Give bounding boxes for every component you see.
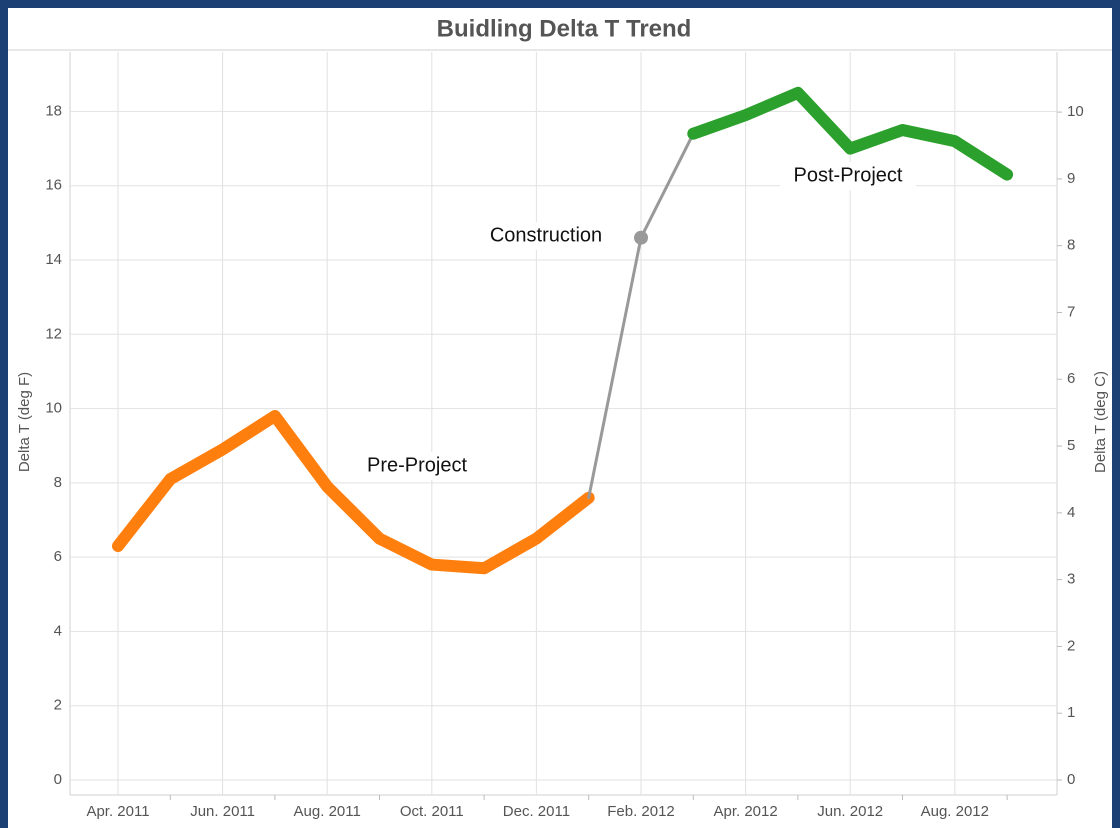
y2-tick-label: 6 (1067, 370, 1075, 387)
y-tick-label: 6 (54, 548, 62, 565)
x-tick-label: Jun. 2011 (190, 803, 255, 820)
x-tick-label: Apr. 2012 (713, 803, 777, 820)
x-tick-label: Feb. 2012 (607, 803, 675, 820)
y-axis-label: Delta T (deg F) (16, 372, 33, 472)
y-tick-label: 2 (54, 697, 62, 714)
series-annotation: Construction (490, 224, 602, 246)
y2-tick-label: 4 (1067, 504, 1075, 521)
series-annotation: Pre-Project (367, 454, 467, 476)
label-bg (478, 222, 614, 250)
y2-tick-label: 5 (1067, 437, 1075, 454)
y2-tick-label: 2 (1067, 637, 1075, 654)
y-tick-label: 12 (45, 325, 62, 342)
y-tick-label: 16 (45, 177, 62, 194)
y2-tick-label: 7 (1067, 303, 1075, 320)
x-tick-label: Aug. 2011 (294, 803, 361, 820)
x-tick-label: Aug. 2012 (921, 803, 989, 820)
y-tick-label: 8 (54, 474, 62, 491)
y-tick-label: 18 (45, 102, 62, 119)
x-tick-label: Jun. 2012 (817, 803, 883, 820)
x-tick-label: Dec. 2011 (503, 803, 570, 820)
y2-tick-label: 0 (1067, 771, 1075, 788)
x-tick-label: Apr. 2011 (86, 803, 149, 820)
y2-tick-label: 1 (1067, 704, 1075, 721)
y-tick-label: 0 (54, 771, 62, 788)
series-line (112, 410, 595, 575)
y2-tick-label: 9 (1067, 170, 1075, 187)
series-line (687, 86, 1014, 181)
y2-axis-label: Delta T (deg C) (1092, 371, 1109, 473)
y-tick-label: 10 (45, 400, 62, 417)
point (634, 230, 648, 245)
y-tick-label: 14 (45, 251, 62, 268)
y2-tick-label: 10 (1067, 103, 1084, 120)
series-annotation: Post-Project (794, 164, 903, 186)
y-tick-label: 4 (54, 622, 62, 639)
x-tick-label: Oct. 2011 (400, 803, 464, 820)
chart-title: Buidling Delta T Trend (437, 15, 692, 42)
label-bg (349, 452, 485, 480)
label-bg (780, 162, 916, 190)
y2-tick-label: 8 (1067, 237, 1075, 254)
panel (8, 8, 1112, 828)
y2-tick-label: 3 (1067, 571, 1075, 588)
